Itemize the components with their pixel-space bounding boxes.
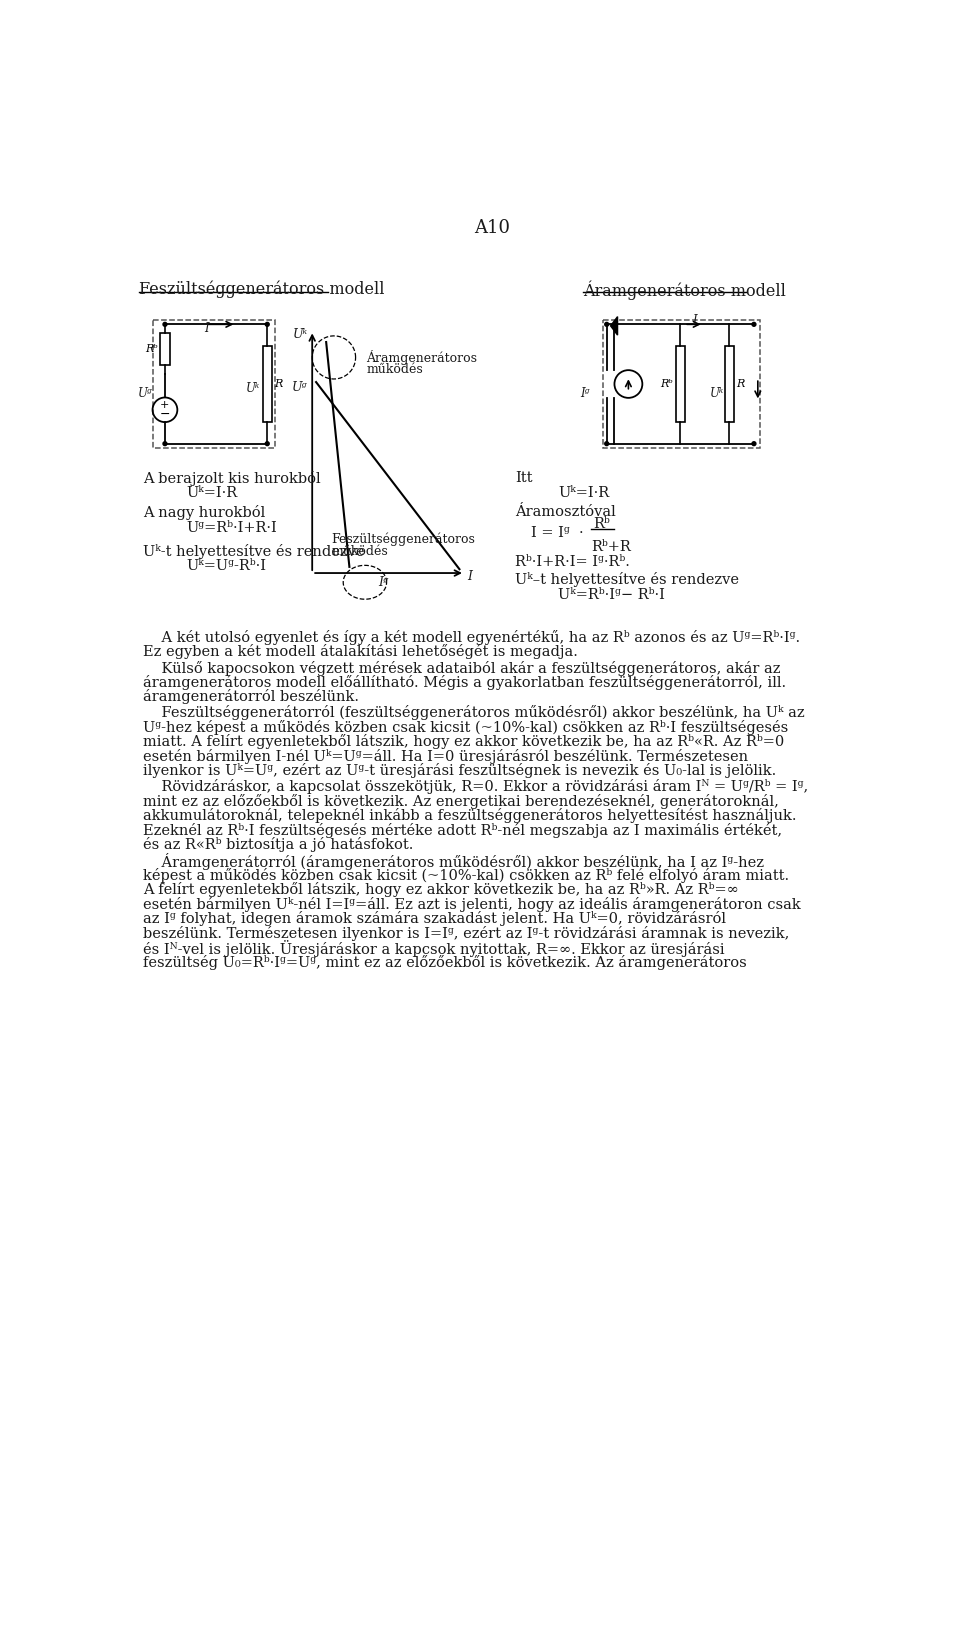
Text: Rövidzáráskor, a kapcsolat összekötjük, R=0. Ekkor a rövidzárási áram Iᴺ = Uᵍ/Rᵇ: Rövidzáráskor, a kapcsolat összekötjük, … (143, 779, 808, 794)
Text: Uᵍ=Rᵇ·I+R·I: Uᵍ=Rᵇ·I+R·I (186, 521, 276, 534)
Text: I: I (692, 314, 697, 327)
Text: I: I (468, 570, 472, 584)
Text: mint ez az előzőekből is következik. Az energetikai berendezéseknél, generátorok: mint ez az előzőekből is következik. Az … (143, 794, 780, 809)
Text: Uᵏ=I·R: Uᵏ=I·R (186, 487, 237, 500)
Text: Uᵍ: Uᵍ (292, 381, 307, 395)
Text: Uᵏ–t helyettesítve és rendezve: Uᵏ–t helyettesítve és rendezve (516, 572, 739, 587)
Text: A10: A10 (474, 219, 510, 237)
Text: Uᵏ-t helyettesítve és rendezve: Uᵏ-t helyettesítve és rendezve (143, 544, 365, 559)
Circle shape (752, 442, 756, 446)
Text: Uᵍ-hez képest a működés közben csak kicsit (~10%-kal) csökken az Rᵇ·I feszültség: Uᵍ-hez képest a működés közben csak kics… (143, 720, 788, 735)
Text: Ez egyben a két modell átalakítási lehetőségét is megadja.: Ez egyben a két modell átalakítási lehet… (143, 644, 578, 659)
Text: Külső kapocsokon végzett mérések adataiból akár a feszültséggenerátoros, akár az: Külső kapocsokon végzett mérések adataib… (143, 661, 780, 676)
Text: A két utolsó egyenlet és így a két modell egyenértékű, ha az Rᵇ azonos és az Uᵍ=: A két utolsó egyenlet és így a két model… (143, 630, 801, 644)
Text: Ezeknél az Rᵇ·I feszültségesés mértéke adott Rᵇ-nél megszabja az I maximális ért: Ezeknél az Rᵇ·I feszültségesés mértéke a… (143, 824, 782, 838)
Text: Rᵇ·I+R·I= Iᵍ·Rᵇ.: Rᵇ·I+R·I= Iᵍ·Rᵇ. (516, 556, 630, 569)
Text: esetén bármilyen I-nél Uᵏ=Uᵍ=áll. Ha I=0 üresjárásról beszélünk. Természetesen: esetén bármilyen I-nél Uᵏ=Uᵍ=áll. Ha I=0… (143, 750, 749, 764)
Text: R: R (736, 380, 745, 390)
Text: akkumulátoroknál, telepeknél inkább a feszültséggenerátoros helyettesítést haszn: akkumulátoroknál, telepeknél inkább a fe… (143, 809, 797, 824)
Text: Rᵇ+R: Rᵇ+R (591, 539, 631, 554)
Text: Iᵍ: Iᵍ (378, 575, 388, 589)
Text: Áramgenerátorról (áramgenerátoros működésről) akkor beszélünk, ha I az Iᵍ-hez: Áramgenerátorról (áramgenerátoros működé… (143, 853, 764, 870)
Text: A berajzolt kis hurokból: A berajzolt kis hurokból (143, 470, 321, 485)
Text: Feszültséggenerátoros: Feszültséggenerátoros (331, 533, 475, 546)
Text: beszélünk. Természetesen ilyenkor is I=Iᵍ, ezért az Iᵍ-t rövidzárási áramnak is : beszélünk. Természetesen ilyenkor is I=I… (143, 926, 790, 940)
Circle shape (163, 442, 167, 446)
Text: az Iᵍ folyhat, idegen áramok számára szakadást jelent. Ha Uᵏ=0, rövidzárásról: az Iᵍ folyhat, idegen áramok számára sza… (143, 911, 727, 926)
Text: Itt: Itt (516, 470, 533, 485)
Text: Áramgenerátoros modell: Áramgenerátoros modell (583, 281, 785, 299)
Bar (263, 345, 272, 423)
Text: és Iᴺ-vel is jelölik. Üresjáráskor a kapcsok nyitottak, R=∞. Ekkor az üresjárási: és Iᴺ-vel is jelölik. Üresjáráskor a kap… (143, 940, 725, 957)
Text: Uᵏ: Uᵏ (247, 381, 260, 395)
Text: miatt. A felírt egyenletekből látszik, hogy ez akkor következik be, ha az Rᵇ«R. : miatt. A felírt egyenletekből látszik, h… (143, 735, 784, 750)
Text: Feszültséggenerátorról (feszültséggenerátoros működésről) akkor beszélünk, ha Uᵏ: Feszültséggenerátorról (feszültséggenerá… (143, 705, 804, 720)
Text: képest a működés közben csak kicsit (~10%-kal) csökken az Rᵇ felé elfolyó áram m: képest a működés közben csak kicsit (~10… (143, 868, 789, 883)
Text: működés: működés (331, 546, 389, 559)
Text: Uᵏ: Uᵏ (709, 386, 724, 399)
Text: +: + (160, 401, 170, 411)
Circle shape (265, 322, 269, 326)
Polygon shape (611, 317, 617, 335)
Circle shape (605, 322, 609, 326)
Text: ilyenkor is Uᵏ=Uᵍ, ezért az Uᵍ-t üresjárási feszültségnek is nevezik és U₀-lal i: ilyenkor is Uᵏ=Uᵍ, ezért az Uᵍ-t üresjár… (143, 763, 777, 778)
Circle shape (265, 442, 269, 446)
Text: I: I (204, 322, 208, 335)
Text: Uᵏ: Uᵏ (293, 329, 307, 342)
Text: és az R«Rᵇ biztosítja a jó hatásfokot.: és az R«Rᵇ biztosítja a jó hatásfokot. (143, 837, 414, 852)
Text: Iᵍ: Iᵍ (580, 386, 589, 399)
Text: R: R (275, 380, 282, 390)
Text: Uᵍ: Uᵍ (138, 386, 153, 399)
Text: Uᵏ=Uᵍ-Rᵇ·I: Uᵏ=Uᵍ-Rᵇ·I (186, 559, 266, 574)
Circle shape (163, 322, 167, 326)
Bar (676, 345, 685, 423)
Circle shape (752, 322, 756, 326)
Text: Rᵇ: Rᵇ (660, 380, 673, 390)
Text: Uᵏ=I·R: Uᵏ=I·R (558, 487, 609, 500)
Text: esetén bármilyen Uᵏ-nél I=Iᵍ=áll. Ez azt is jelenti, hogy az ideális áramgenerát: esetén bármilyen Uᵏ-nél I=Iᵍ=áll. Ez azt… (143, 896, 801, 912)
Text: Áramgenerátoros: Áramgenerátoros (367, 350, 477, 365)
Text: Áramosztóval: Áramosztóval (516, 505, 616, 520)
Text: A felírt egyenletekből látszik, hogy ez akkor következik be, ha az Rᵇ»R. Az Rᵇ=∞: A felírt egyenletekből látszik, hogy ez … (143, 883, 739, 898)
Bar (160, 334, 170, 365)
Text: Rᵇ: Rᵇ (592, 516, 610, 531)
Text: áramgenerátorról beszélünk.: áramgenerátorról beszélünk. (143, 689, 359, 705)
Text: feszültség U₀=Rᵇ·Iᵍ=Uᵍ, mint ez az előzőekből is következik. Az áramgenerátoros: feszültség U₀=Rᵇ·Iᵍ=Uᵍ, mint ez az előző… (143, 955, 747, 970)
Text: Feszültséggenerátoros modell: Feszültséggenerátoros modell (139, 281, 385, 298)
Bar (725, 345, 733, 423)
Text: A nagy hurokból: A nagy hurokból (143, 505, 266, 520)
Circle shape (605, 442, 609, 446)
Text: Uᵏ=Rᵇ·Iᵍ− Rᵇ·I: Uᵏ=Rᵇ·Iᵍ− Rᵇ·I (558, 587, 664, 602)
Text: I = Iᵍ  ·: I = Iᵍ · (531, 526, 584, 541)
Text: Rᵇ: Rᵇ (145, 344, 158, 355)
Text: −: − (159, 408, 170, 421)
Text: működés: működés (367, 363, 423, 376)
Text: áramgenerátoros modell előállítható. Mégis a gyakorlatban feszültséggenerátorról: áramgenerátoros modell előállítható. Még… (143, 676, 786, 690)
